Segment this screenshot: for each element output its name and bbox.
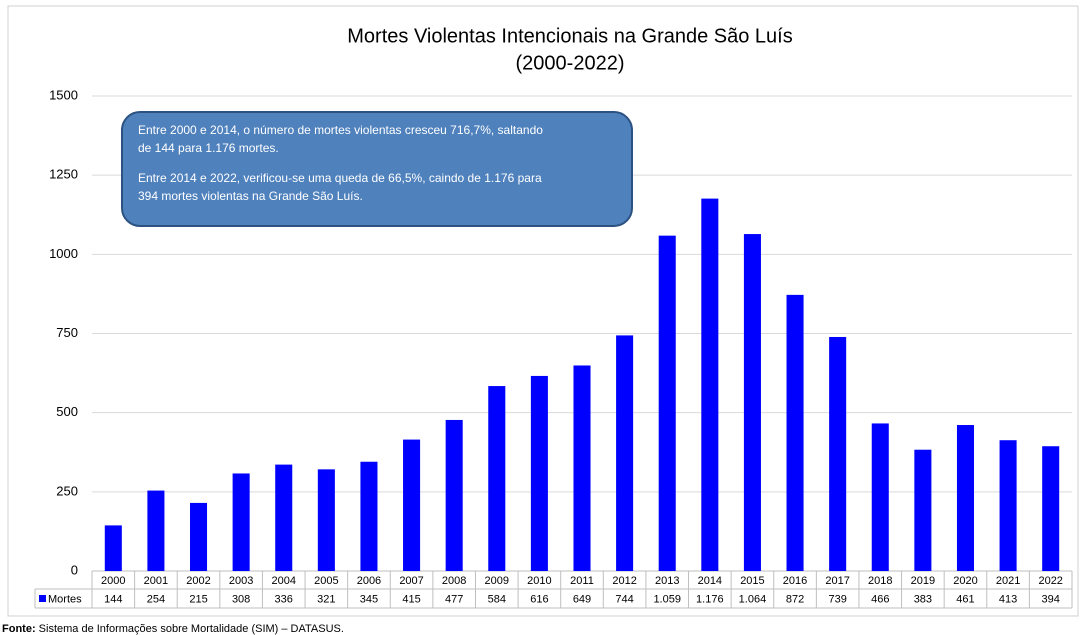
legend-swatch (39, 595, 46, 602)
value-label: 1.176 (696, 593, 724, 605)
value-label: 461 (956, 593, 974, 605)
x-tick-label: 2019 (911, 575, 935, 587)
x-tick-label: 2000 (101, 575, 125, 587)
value-label: 739 (828, 593, 846, 605)
x-tick-label: 2005 (314, 575, 338, 587)
bar (1042, 446, 1060, 571)
bar (999, 440, 1017, 571)
bar (317, 469, 335, 571)
source-text: Sistema de Informações sobre Mortalidade… (39, 623, 344, 635)
bar (530, 375, 548, 571)
x-tick-label: 2021 (996, 575, 1020, 587)
annotation-text: Entre 2000 e 2014, o número de mortes vi… (138, 123, 543, 137)
value-label: 744 (615, 593, 633, 605)
bar (275, 464, 293, 571)
bar (104, 525, 122, 571)
bar (488, 386, 506, 571)
x-tick-label: 2013 (655, 575, 679, 587)
value-label: 872 (786, 593, 804, 605)
value-label: 321 (317, 593, 335, 605)
bar (403, 439, 421, 571)
x-tick-label: 2004 (271, 575, 295, 587)
bar (232, 473, 250, 571)
x-tick-label: 2007 (399, 575, 423, 587)
annotation-text: 394 mortes violentas na Grande São Luís. (138, 189, 363, 203)
x-tick-label: 2020 (953, 575, 977, 587)
x-tick-label: 2014 (698, 575, 722, 587)
value-label: 1.064 (739, 593, 767, 605)
bar (829, 336, 847, 571)
x-tick-label: 2012 (612, 575, 636, 587)
value-label: 584 (488, 593, 506, 605)
value-label: 415 (402, 593, 420, 605)
x-tick-label: 2008 (442, 575, 466, 587)
y-tick-label: 1250 (49, 167, 78, 182)
y-tick-label: 750 (56, 325, 78, 340)
bar (701, 198, 719, 571)
x-tick-label: 2003 (229, 575, 253, 587)
x-tick-label: 2002 (186, 575, 210, 587)
x-tick-label: 2016 (783, 575, 807, 587)
source: Fonte: Sistema de Informações sobre Mort… (2, 623, 344, 635)
x-tick-label: 2006 (357, 575, 381, 587)
bar (871, 423, 889, 571)
x-tick-label: 2009 (485, 575, 509, 587)
source-label: Fonte: (2, 623, 36, 635)
x-tick-label: 2010 (527, 575, 551, 587)
value-label: 254 (147, 593, 165, 605)
bar (445, 419, 463, 571)
x-tick-label: 2017 (825, 575, 849, 587)
x-tick-label: 2011 (570, 575, 594, 587)
annotation-box (121, 111, 633, 227)
bar (616, 335, 634, 571)
chart-subtitle: (2000-2022) (516, 52, 625, 74)
bar (658, 235, 676, 571)
x-tick-label: 2022 (1038, 575, 1062, 587)
value-label: 345 (360, 593, 378, 605)
bar (786, 294, 804, 571)
y-tick-label: 1500 (49, 87, 78, 102)
bar (147, 490, 165, 571)
value-label: 383 (914, 593, 932, 605)
value-label: 413 (999, 593, 1017, 605)
chart-title: Mortes Violentas Intencionais na Grande … (347, 25, 792, 47)
bar (190, 502, 208, 571)
value-label: 336 (275, 593, 293, 605)
value-label: 649 (573, 593, 591, 605)
legend-label: Mortes (48, 593, 82, 605)
x-tick-label: 2015 (740, 575, 764, 587)
bar (914, 449, 932, 571)
annotation-text: Entre 2014 e 2022, verificou-se uma qued… (138, 171, 542, 185)
x-tick-label: 2001 (144, 575, 168, 587)
value-label: 215 (189, 593, 207, 605)
plot: 0 250 500 750 1000 1250 1500 Mortes 144 254 215 308… (34, 87, 1073, 609)
value-label: 394 (1042, 593, 1060, 605)
y-tick-label: 1000 (49, 246, 78, 261)
value-label: 1.059 (653, 593, 681, 605)
x-tick-label: 2018 (868, 575, 892, 587)
value-label: 144 (104, 593, 122, 605)
value-label: 466 (871, 593, 889, 605)
y-tick-label: 500 (56, 404, 78, 419)
value-label: 308 (232, 593, 250, 605)
annotation: Entre 2000 e 2014, o número de mortes vi… (138, 123, 543, 203)
value-label: 616 (530, 593, 548, 605)
bar (743, 234, 761, 572)
bar (573, 365, 591, 571)
annotation-text: de 144 para 1.176 mortes. (138, 141, 279, 155)
y-tick-label: 0 (71, 562, 78, 577)
value-label: 477 (445, 593, 463, 605)
y-tick-label: 250 (56, 483, 78, 498)
bar (360, 461, 378, 571)
bar (956, 425, 974, 571)
